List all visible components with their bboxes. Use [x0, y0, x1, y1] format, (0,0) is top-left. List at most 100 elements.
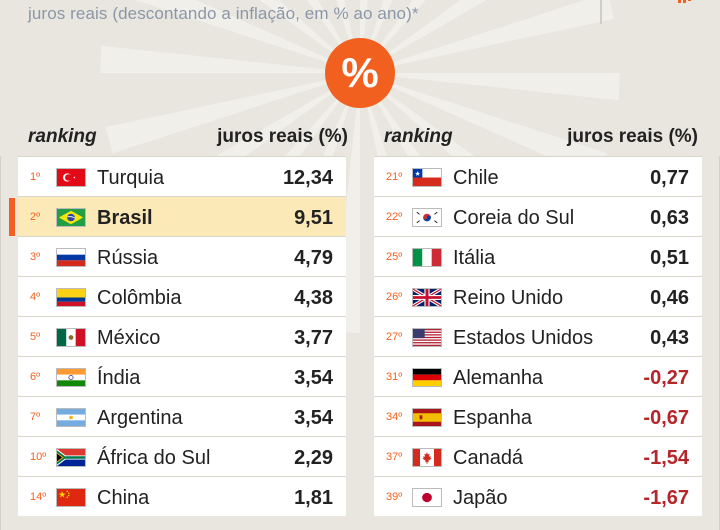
country-name: México	[97, 327, 161, 349]
interest-rate-value: 3,54	[294, 367, 333, 389]
country-name: Argentina	[97, 407, 183, 429]
brazil-flag-icon	[56, 208, 86, 227]
rank-number: 6º	[30, 371, 41, 383]
country-name: Reino Unido	[453, 287, 564, 309]
rank-number: 10º	[30, 451, 47, 463]
country-name: Itália	[453, 247, 496, 269]
rank-number: 14º	[30, 491, 47, 503]
country-name: Canadá	[453, 447, 524, 469]
interest-rate-value: 0,46	[650, 287, 689, 309]
table-row: 14º China 1,81	[18, 476, 346, 516]
rank-number: 26º	[386, 291, 403, 303]
rank-number: 2º	[30, 211, 41, 223]
left-header-ranking: ranking	[28, 126, 97, 147]
russia-flag-icon	[56, 248, 86, 267]
rank-number: 7º	[30, 411, 41, 423]
argentina-flag-icon	[56, 408, 86, 427]
interest-rate-value: 3,54	[294, 407, 333, 429]
germany-flag-icon	[412, 368, 442, 387]
country-name: Japão	[453, 487, 508, 509]
rank-number: 22º	[386, 211, 403, 223]
spain-flag-icon	[412, 408, 442, 427]
rank-number: 3º	[30, 251, 41, 263]
usa-flag-icon	[412, 328, 442, 347]
country-name: Estados Unidos	[453, 327, 594, 349]
country-name: Brasil	[97, 207, 153, 229]
country-name: Alemanha	[453, 367, 544, 389]
table-row: 5º México 3,77	[18, 316, 346, 356]
italy-flag-icon	[412, 248, 442, 267]
rank-number: 21º	[386, 171, 403, 183]
table-row: 26º Reino Unido 0,46	[374, 276, 702, 316]
country-name: Rússia	[97, 247, 159, 269]
country-name: Chile	[453, 167, 499, 189]
table-row: 2º Brasil 9,51	[18, 196, 346, 236]
turkey-flag-icon	[56, 168, 86, 187]
rank-number: 31º	[386, 371, 403, 383]
country-name: Espanha	[453, 407, 532, 429]
table-edge-line	[0, 156, 1, 530]
india-flag-icon	[56, 368, 86, 387]
chart-subtitle: juros reais (descontando a inflação, em …	[28, 4, 419, 23]
country-name: Colômbia	[97, 287, 182, 309]
japan-flag-icon	[412, 488, 442, 507]
interest-rate-value: 0,43	[650, 327, 689, 349]
interest-rate-value: 0,63	[650, 207, 689, 229]
rank-number: 25º	[386, 251, 403, 263]
highlight-marker	[9, 198, 15, 236]
canada-flag-icon	[412, 448, 442, 467]
rank-number: 39º	[386, 491, 403, 503]
interest-rate-value: -1,54	[643, 447, 689, 469]
interest-rate-value: 1,81	[294, 487, 333, 509]
table-row: 1º Turquia 12,34	[18, 156, 346, 196]
country-name: Índia	[97, 367, 141, 389]
south-africa-flag-icon	[56, 448, 86, 467]
mexico-flag-icon	[56, 328, 86, 347]
header-divider	[600, 0, 602, 24]
table-row: 6º Índia 3,54	[18, 356, 346, 396]
rank-number: 1º	[30, 171, 41, 183]
rank-number: 37º	[386, 451, 403, 463]
interest-rate-value: 0,77	[650, 167, 689, 189]
table-row: 27º Estados Unidos 0,43	[374, 316, 702, 356]
colombia-flag-icon	[56, 288, 86, 307]
table-row: 21º Chile 0,77	[374, 156, 702, 196]
country-name: Coreia do Sul	[453, 207, 575, 229]
table-row: 34º Espanha -0,67	[374, 396, 702, 436]
interest-rate-value: 2,29	[294, 447, 333, 469]
logo-fragment-icon	[678, 0, 691, 3]
south-korea-flag-icon	[412, 208, 442, 227]
rank-number: 5º	[30, 331, 41, 343]
table-row: 7º Argentina 3,54	[18, 396, 346, 436]
table-row: 4º Colômbia 4,38	[18, 276, 346, 316]
interest-rate-value: 12,34	[282, 167, 333, 189]
uk-flag-icon	[412, 288, 442, 307]
interest-rate-value: -1,67	[643, 487, 689, 509]
right-header-ranking: ranking	[384, 126, 453, 147]
interest-rate-value: -0,67	[643, 407, 689, 429]
interest-rate-value: 9,51	[294, 207, 333, 229]
table-row: 3º Rússia 4,79	[18, 236, 346, 276]
table-row: 22º Coreia do Sul 0,63	[374, 196, 702, 236]
chile-flag-icon	[412, 168, 442, 187]
table-row: 39º Japão -1,67	[374, 476, 702, 516]
country-name: Turquia	[97, 167, 165, 189]
rank-number: 4º	[30, 291, 41, 303]
percent-badge-icon: %	[325, 38, 395, 108]
table-row: 25º Itália 0,51	[374, 236, 702, 276]
interest-rate-value: -0,27	[643, 367, 689, 389]
table-row: 10º África do Sul 2,29	[18, 436, 346, 476]
interest-rate-value: 4,79	[294, 247, 333, 269]
rank-number: 27º	[386, 331, 403, 343]
china-flag-icon	[56, 488, 86, 507]
interest-rate-value: 0,51	[650, 247, 689, 269]
table-row: 37º Canadá -1,54	[374, 436, 702, 476]
country-name: África do Sul	[97, 447, 211, 469]
country-name: China	[97, 487, 150, 509]
interest-rate-value: 3,77	[294, 327, 333, 349]
right-header-value: juros reais (%)	[567, 126, 698, 147]
interest-rate-value: 4,38	[294, 287, 333, 309]
left-header-value: juros reais (%)	[217, 126, 348, 147]
rank-number: 34º	[386, 411, 403, 423]
